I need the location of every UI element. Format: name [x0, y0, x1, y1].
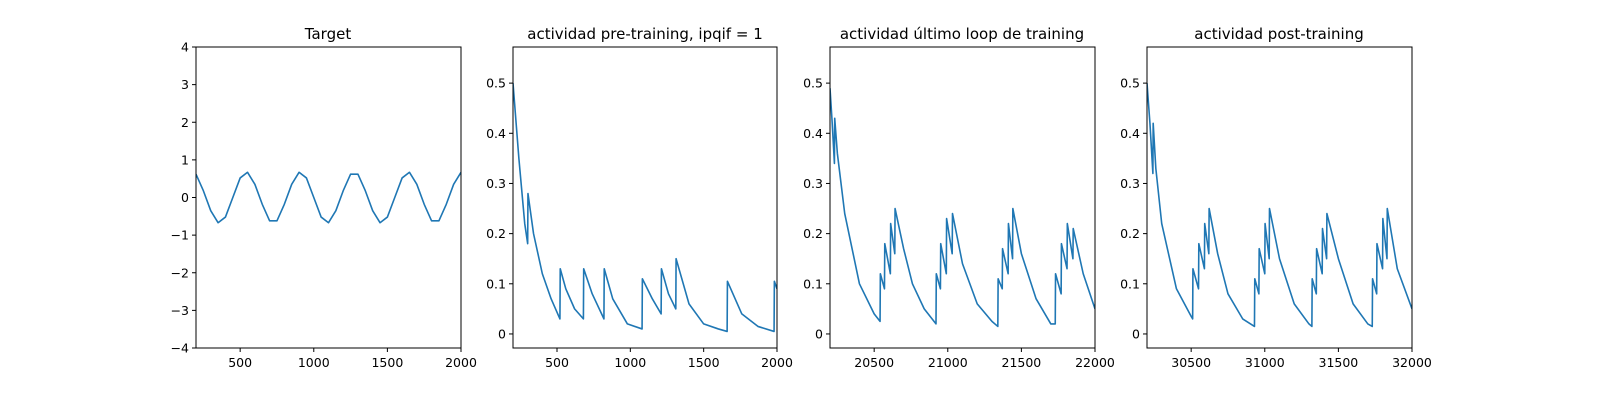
y-tick-label: −3	[171, 303, 189, 318]
x-tick-label: 22000	[1075, 355, 1115, 370]
y-tick-label: 1	[181, 152, 189, 167]
y-tick-label: 0	[181, 190, 189, 205]
y-tick-label: 0.2	[1120, 226, 1140, 241]
y-tick-label: −2	[171, 265, 189, 280]
x-tick-label: 1500	[371, 355, 403, 370]
y-tick-label: 2	[181, 115, 189, 130]
y-tick-label: 0	[815, 326, 823, 341]
x-tick-label: 1500	[688, 355, 720, 370]
y-tick-label: 0.3	[486, 176, 506, 191]
y-tick-label: 0.1	[486, 276, 506, 291]
plot-title: actividad último loop de training	[840, 25, 1084, 43]
x-tick-label: 21000	[928, 355, 968, 370]
y-tick-label: 0.5	[486, 76, 506, 91]
y-tick-label: 3	[181, 77, 189, 92]
y-tick-label: −4	[171, 341, 189, 356]
x-tick-label: 500	[228, 355, 252, 370]
plot-title: actividad pre-training, ipqif = 1	[527, 25, 763, 43]
y-tick-label: 0.4	[1120, 126, 1140, 141]
y-tick-label: 0	[1132, 326, 1140, 341]
subplot-post-training: actividad post-training 30500 31000 31500 3…	[1120, 25, 1432, 370]
series-line	[830, 88, 1095, 328]
y-tick-label: 0	[498, 326, 506, 341]
y-tick-label: 0.2	[486, 226, 506, 241]
x-tick-label: 32000	[1392, 355, 1432, 370]
series-line	[1147, 83, 1412, 328]
x-tick-label: 1000	[614, 355, 646, 370]
axes-frame	[512, 46, 778, 349]
x-tick-label: 30500	[1171, 355, 1211, 370]
subplot-target: Target 500 1000 1500 2000 −4 −3 −2 −1 0 1 2 3 4	[171, 25, 477, 370]
y-tick-label: −1	[171, 228, 189, 243]
axes-frame	[829, 46, 1096, 349]
y-tick-label: 0.1	[803, 276, 823, 291]
series-line	[513, 83, 777, 333]
y-tick-label: 0.4	[803, 126, 823, 141]
x-tick-label: 1000	[298, 355, 330, 370]
subplot-pre-training: actividad pre-training, ipqif = 1 500 100…	[486, 25, 793, 370]
axes-frame	[1146, 46, 1413, 349]
y-tick-label: 0.3	[1120, 176, 1140, 191]
y-tick-label: 0.5	[1120, 76, 1140, 91]
y-tick-label: 0.5	[803, 76, 823, 91]
series-line	[196, 171, 461, 224]
y-tick-label: 0.1	[1120, 276, 1140, 291]
plot-title: actividad post-training	[1194, 25, 1363, 43]
y-tick-label: 0.3	[803, 176, 823, 191]
x-tick-label: 31000	[1245, 355, 1285, 370]
x-tick-label: 20500	[854, 355, 894, 370]
y-tick-label: 0.2	[803, 226, 823, 241]
x-tick-label: 2000	[761, 355, 793, 370]
subplot-last-training-loop: actividad último loop de training 20500 2…	[803, 25, 1115, 370]
y-tick-label: 0.4	[486, 126, 506, 141]
x-tick-label: 2000	[445, 355, 477, 370]
y-tick-label: 4	[181, 40, 189, 55]
plot-title: Target	[304, 25, 352, 43]
x-tick-label: 500	[545, 355, 569, 370]
x-tick-label: 21500	[1002, 355, 1042, 370]
x-tick-label: 31500	[1319, 355, 1359, 370]
